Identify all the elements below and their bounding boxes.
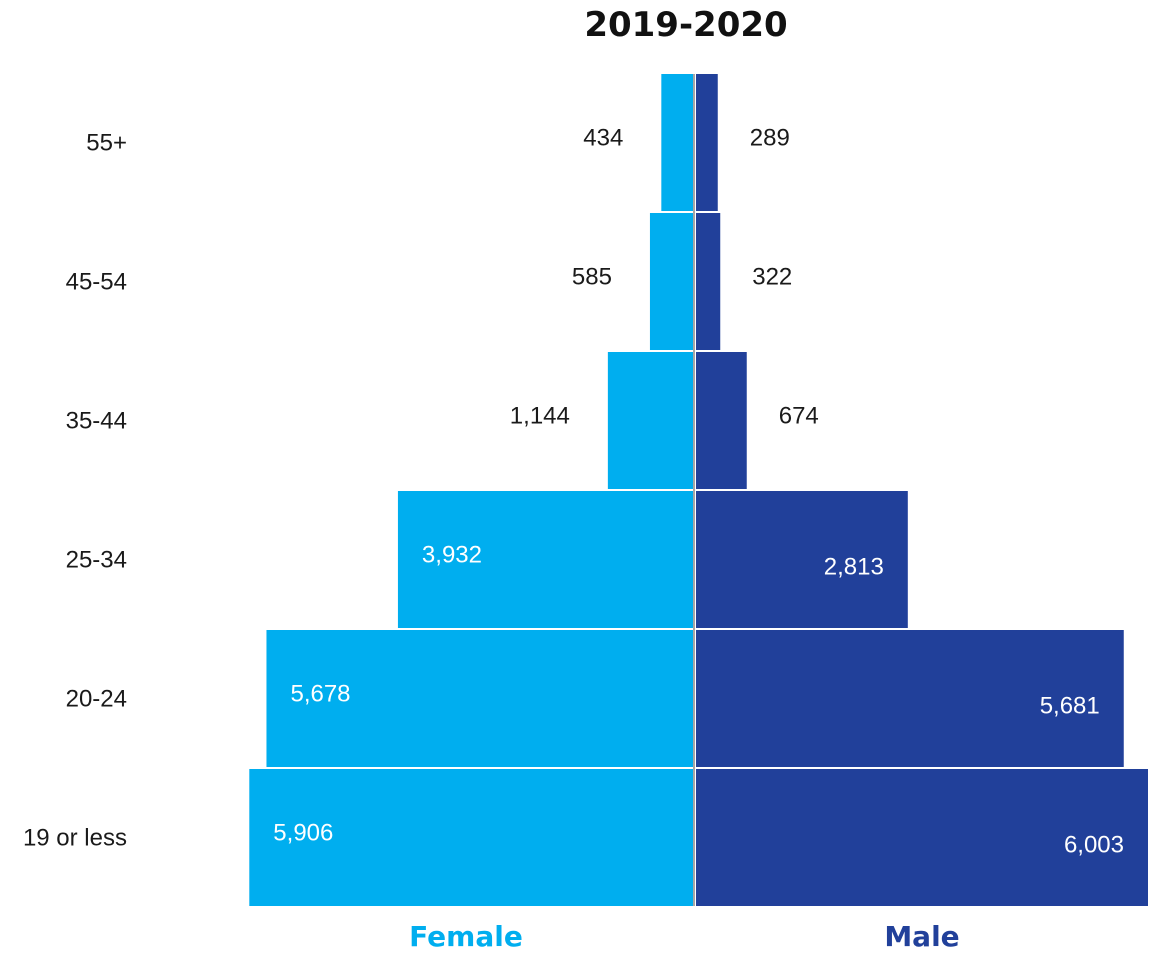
bar-male-45-54 [696, 213, 721, 350]
value-label-male-19-or-less: 6,003 [1064, 832, 1124, 859]
legend-male: Male [884, 920, 959, 953]
bar-female-55 [661, 74, 694, 211]
bar-female-20-24 [266, 630, 694, 767]
value-label-male-25-34: 2,813 [824, 554, 884, 581]
category-label-55: 55+ [86, 130, 127, 157]
value-label-female-35-44: 1,144 [510, 403, 570, 430]
category-label-45-54: 45-54 [66, 269, 127, 296]
bar-female-45-54 [649, 213, 694, 350]
category-label-20-24: 20-24 [66, 686, 127, 713]
bar-male-55 [696, 74, 718, 211]
value-label-male-35-44: 674 [779, 403, 819, 430]
value-label-female-55: 434 [583, 125, 623, 152]
bar-male-20-24 [696, 630, 1124, 767]
bars-group: 55+ 434 289 45-54 585 322 35-44 1,144 674 25-34 3,… [23, 74, 1148, 906]
bar-female-35-44 [607, 352, 694, 489]
bar-female-25-34 [397, 491, 694, 628]
value-label-male-20-24: 5,681 [1040, 693, 1100, 720]
bar-female-19-or-less [249, 769, 694, 906]
bar-male-19-or-less [696, 769, 1148, 906]
value-label-female-20-24: 5,678 [290, 681, 350, 708]
value-label-male-45-54: 322 [752, 264, 792, 291]
value-label-female-19-or-less: 5,906 [273, 820, 333, 847]
legend-female: Female [409, 920, 523, 953]
category-label-25-34: 25-34 [66, 547, 127, 574]
category-label-19-or-less: 19 or less [23, 825, 127, 852]
value-label-female-25-34: 3,932 [422, 542, 482, 569]
bar-male-35-44 [696, 352, 747, 489]
chart-title: 2019-2020 [584, 5, 787, 45]
value-label-male-55: 289 [750, 125, 790, 152]
value-label-female-45-54: 585 [572, 264, 612, 291]
category-label-35-44: 35-44 [66, 408, 127, 435]
bar-male-25-34 [696, 491, 908, 628]
